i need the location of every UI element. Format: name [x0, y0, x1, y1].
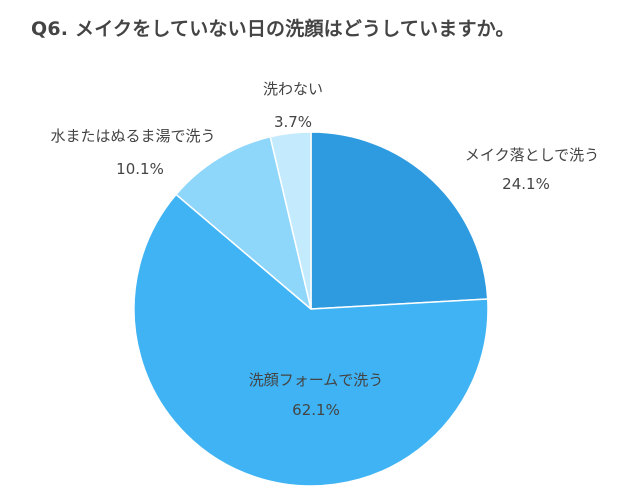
slice-value-no-wash: 3.7%: [273, 113, 313, 131]
chart-title: Q6. メイクをしていない日の洗顔はどうしていますか。: [31, 18, 515, 40]
slice-label-makeup-remover: メイク落としで洗う: [464, 146, 600, 164]
pie-slice-makeup-remover: [310, 131, 489, 310]
slice-value-makeup-remover: 24.1%: [502, 175, 550, 193]
slice-label-water: 水またはぬるま湯で洗う: [50, 127, 216, 145]
slice-label-face-wash-foam: 洗顔フォームで洗う: [248, 371, 384, 389]
pie-slice-water: [175, 136, 312, 310]
slice-label-no-wash: 洗わない: [262, 80, 324, 98]
slice-value-face-wash-foam: 62.1%: [292, 401, 340, 419]
pie-slice-face-wash-foam: [133, 193, 489, 487]
pie-slice-no-wash: [269, 131, 312, 310]
slice-value-water: 10.1%: [116, 160, 164, 178]
